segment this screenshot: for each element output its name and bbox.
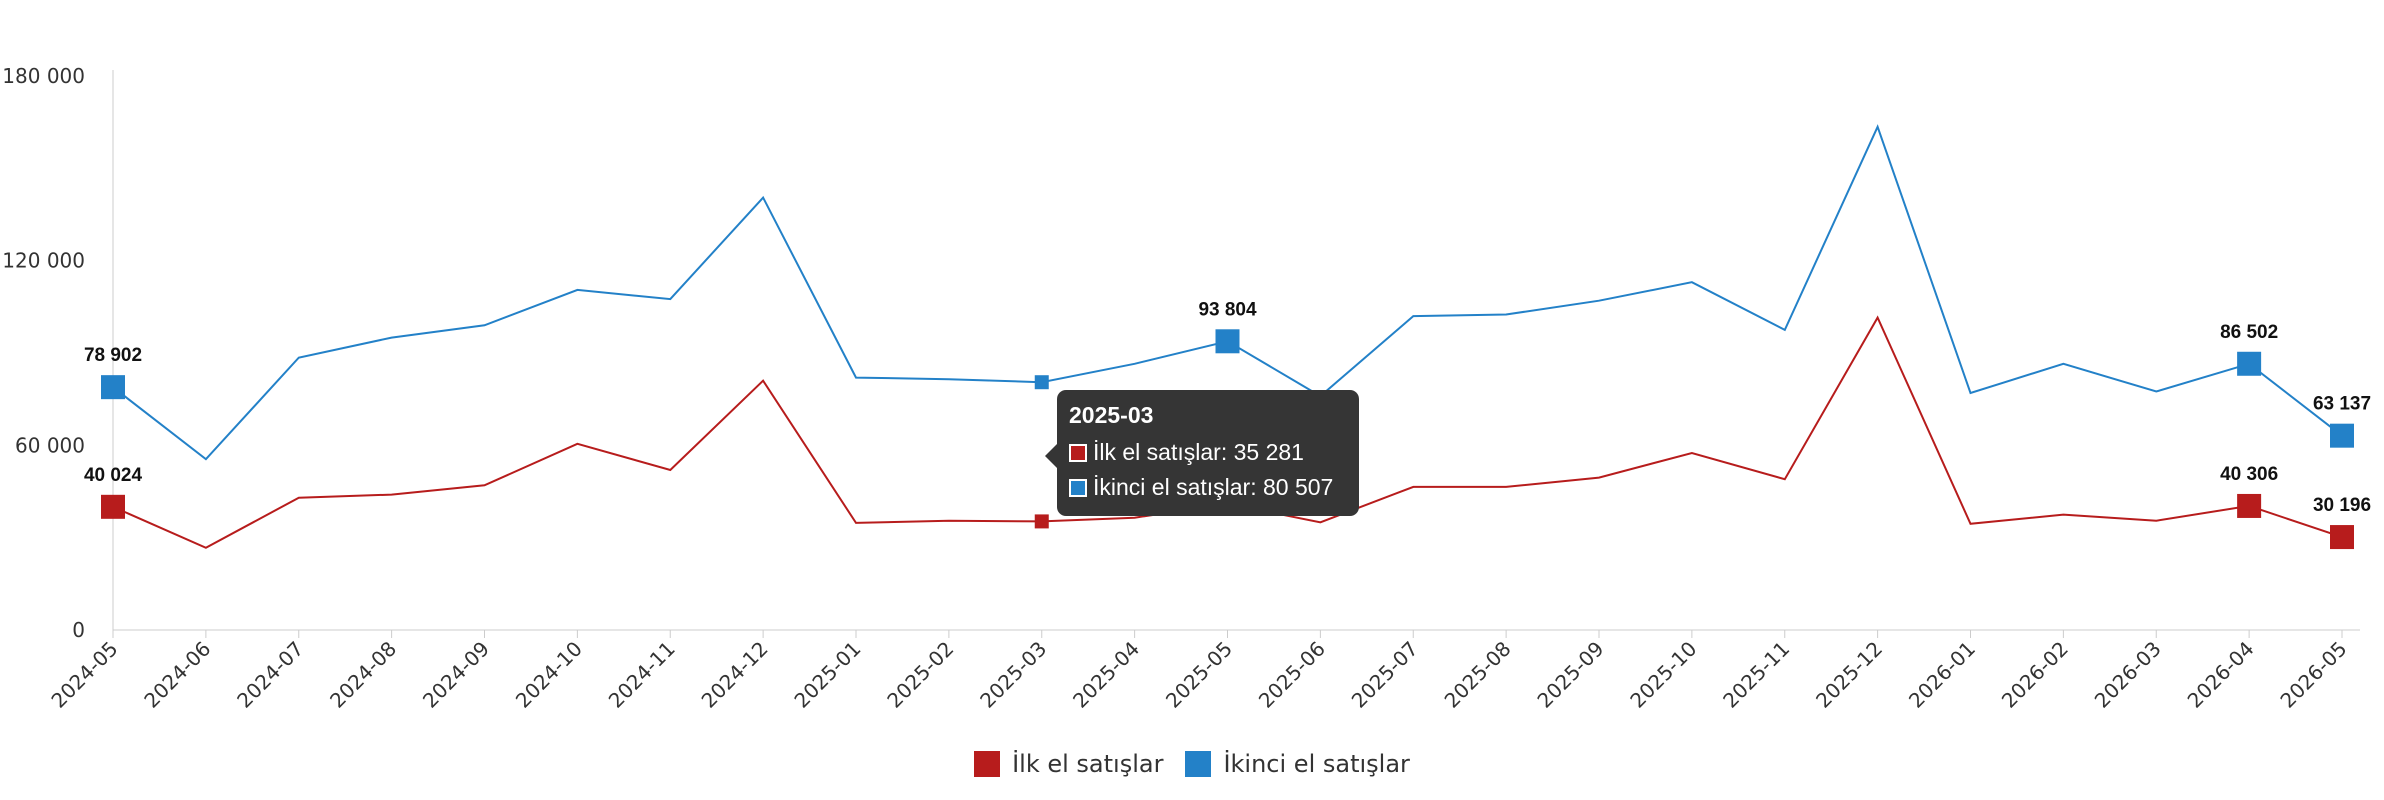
- hover-point-marker: [1034, 514, 1049, 529]
- tooltip-value-second-hand: İkinci el satışlar: 80 507: [1093, 474, 1334, 500]
- data-point-marker: [2330, 423, 2354, 448]
- tooltip-swatch-second-hand: [1069, 478, 1087, 497]
- x-tick-label: 2025-02: [882, 637, 958, 713]
- x-tick-label: 2026-05: [2275, 637, 2351, 713]
- x-tick-label: 2024-06: [139, 637, 215, 713]
- data-label: 86 502: [2220, 322, 2278, 343]
- data-point-marker: [101, 494, 125, 519]
- y-tick-label: 60 000: [15, 433, 85, 457]
- data-point-marker: [1215, 329, 1240, 354]
- x-tick-label: 2025-04: [1068, 637, 1144, 713]
- x-tick-label: 2026-01: [1904, 637, 1980, 713]
- data-point-marker: [2237, 351, 2262, 376]
- x-tick-label: 2026-04: [2183, 637, 2259, 713]
- y-tick-label: 180 000: [2, 64, 85, 88]
- x-tick-label: 2024-07: [232, 637, 308, 713]
- x-tick-label: 2025-11: [1718, 637, 1794, 713]
- y-tick-label: 120 000: [2, 249, 85, 273]
- x-tick-label: 2025-06: [1254, 637, 1330, 713]
- x-tick-label: 2025-07: [1347, 637, 1423, 713]
- hover-point-marker: [1034, 375, 1049, 390]
- legend-label-second-hand: İkinci el satışlar: [1223, 750, 1410, 778]
- chart-legend: İlk el satışlar İkinci el satışlar: [0, 750, 2384, 778]
- x-tick-label: 2025-09: [1532, 637, 1608, 713]
- x-tick-label: 2025-12: [1811, 637, 1887, 713]
- chart-tooltip: 2025-03 İlk el satışlar: 35 281 İkinci e…: [1045, 390, 1359, 516]
- tooltip-swatch-first-hand: [1069, 443, 1087, 462]
- legend-item-second-hand[interactable]: İkinci el satışlar: [1185, 750, 1410, 778]
- tooltip-value-first-hand: İlk el satışlar: 35 281: [1093, 439, 1304, 465]
- x-tick-label: 2024-11: [604, 637, 680, 713]
- legend-swatch-first-hand: [974, 751, 1001, 777]
- tooltip-title: 2025-03: [1069, 402, 1154, 428]
- x-tick-label: 2025-03: [975, 637, 1051, 713]
- legend-item-first-hand[interactable]: İlk el satışlar: [974, 750, 1163, 778]
- data-label: 63 137: [2313, 394, 2371, 415]
- x-tick-label: 2025-05: [1161, 637, 1237, 713]
- x-tick-label: 2026-03: [2090, 637, 2166, 713]
- data-point-marker: [101, 375, 125, 400]
- data-label: 30 196: [2313, 495, 2371, 516]
- data-point-marker: [2330, 525, 2354, 550]
- x-tick-label: 2024-12: [697, 637, 773, 713]
- data-label: 40 306: [2220, 464, 2278, 485]
- x-tick-label: 2025-08: [1440, 637, 1516, 713]
- x-tick-label: 2024-10: [511, 637, 587, 713]
- tooltip-row-second-hand: İkinci el satışlar: 80 507: [1069, 474, 1347, 501]
- x-tick-label: 2024-09: [418, 637, 494, 713]
- x-tick-label: 2024-05: [46, 637, 122, 713]
- x-tick-label: 2026-02: [1997, 637, 2073, 713]
- x-tick-label: 2025-10: [1625, 637, 1701, 713]
- x-tick-label: 2025-01: [789, 637, 865, 713]
- y-tick-label: 0: [72, 618, 85, 642]
- tooltip-row-first-hand: İlk el satışlar: 35 281: [1069, 439, 1347, 466]
- legend-label-first-hand: İlk el satışlar: [1012, 750, 1164, 778]
- data-label: 93 804: [1198, 299, 1257, 320]
- legend-swatch-second-hand: [1185, 751, 1212, 777]
- data-label: 40 024: [84, 465, 143, 486]
- data-label: 78 902: [84, 345, 142, 366]
- data-point-marker: [2237, 493, 2262, 518]
- x-tick-label: 2024-08: [325, 637, 401, 713]
